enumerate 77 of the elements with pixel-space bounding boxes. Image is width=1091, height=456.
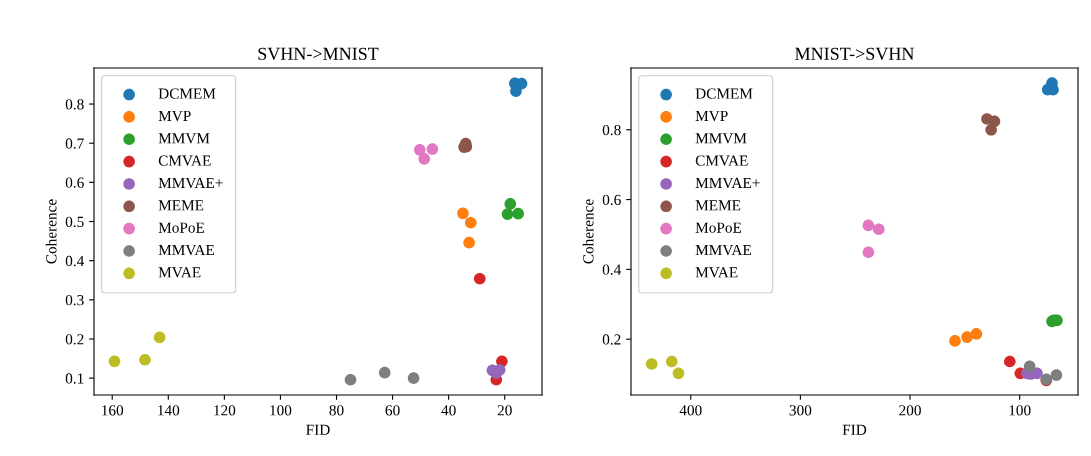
legend-label: MMVM xyxy=(695,133,747,144)
x-tick-label: 160 xyxy=(102,405,124,416)
legend-label: CMVAE xyxy=(158,155,211,166)
x-tick-label: 140 xyxy=(158,405,180,416)
point xyxy=(970,328,983,340)
legend-label: MMVM xyxy=(158,133,210,144)
point xyxy=(426,143,439,155)
legend-label: MEME xyxy=(695,200,741,211)
y-tick-label: 0.4 xyxy=(602,264,622,275)
point xyxy=(413,144,426,156)
chart-title: MNIST->SVHN xyxy=(795,47,915,60)
point xyxy=(501,208,514,220)
x-axis-title: FID xyxy=(842,424,867,435)
legend-label: MMVAE+ xyxy=(158,177,223,189)
point xyxy=(139,353,151,366)
x-tick-label: 120 xyxy=(214,405,236,416)
point xyxy=(949,335,961,347)
legend-label: MVP xyxy=(695,110,728,122)
x-tick-label: 60 xyxy=(385,405,400,416)
point xyxy=(504,198,517,210)
point xyxy=(463,236,475,249)
x-tick-label: 80 xyxy=(329,405,344,416)
point xyxy=(512,207,524,220)
point xyxy=(872,223,885,236)
legend-label: DCMEM xyxy=(158,88,216,99)
legend-label: CMVAE xyxy=(695,155,748,166)
x-tick-label: 200 xyxy=(899,405,921,416)
legend-label: MEME xyxy=(158,200,204,211)
legend-label: MMVAE xyxy=(158,244,215,256)
y-tick-label: 0.2 xyxy=(602,334,621,345)
y-tick-label: 0.6 xyxy=(602,194,621,206)
point xyxy=(473,272,486,285)
legend-label: MVAE xyxy=(695,267,738,278)
point xyxy=(862,246,875,259)
legend-label: MVAE xyxy=(158,267,201,278)
point xyxy=(985,123,997,136)
y-tick-label: 0.2 xyxy=(65,334,84,345)
legend-label: MoPoE xyxy=(158,222,205,233)
x-tick-label: 100 xyxy=(1009,405,1031,416)
y-tick-label: 0.6 xyxy=(65,177,84,188)
y-tick-label: 0.7 xyxy=(65,138,84,149)
x-tick-label: 400 xyxy=(679,405,702,416)
y-tick-label: 0.8 xyxy=(65,99,84,110)
point xyxy=(378,366,391,379)
legend-label: DCMEM xyxy=(695,88,753,99)
x-tick-label: 100 xyxy=(270,405,292,416)
legend-label: MoPoE xyxy=(695,222,742,233)
x-axis-title: FID xyxy=(306,424,330,435)
point xyxy=(1003,355,1016,368)
x-tick-label: 300 xyxy=(789,405,812,416)
point xyxy=(457,207,469,220)
point xyxy=(153,331,166,344)
point xyxy=(961,331,973,343)
point xyxy=(344,373,357,386)
chart-title: SVHN->MNIST xyxy=(258,47,379,60)
legend-label: MMVAE+ xyxy=(695,177,760,189)
point xyxy=(108,355,121,368)
point xyxy=(672,367,685,380)
y-tick-label: 0.1 xyxy=(65,373,84,384)
y-tick-label: 0.3 xyxy=(65,294,84,306)
point xyxy=(418,153,431,165)
point xyxy=(1050,369,1063,381)
legend-label: MMVAE xyxy=(695,244,752,256)
y-tick-label: 0.8 xyxy=(602,124,621,136)
point xyxy=(665,355,678,368)
y-tick-label: 0.5 xyxy=(65,216,84,228)
legend-label: MVP xyxy=(158,110,191,122)
point xyxy=(1023,360,1036,373)
point xyxy=(862,219,875,232)
y-axis-title: Coherence xyxy=(45,199,57,264)
x-tick-label: 40 xyxy=(441,405,456,416)
point xyxy=(464,216,477,229)
y-tick-label: 0.4 xyxy=(65,255,85,267)
y-axis-title: Coherence xyxy=(582,199,594,264)
x-tick-label: 20 xyxy=(497,405,512,416)
point xyxy=(645,358,658,370)
point xyxy=(407,372,420,384)
